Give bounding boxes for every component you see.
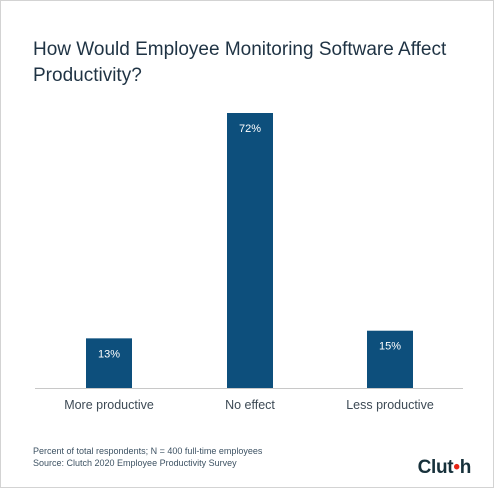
bar-less-productive — [367, 330, 413, 388]
clutch-logo: Clut•h — [417, 457, 472, 479]
data-label: 15% — [379, 341, 401, 353]
data-label: 72% — [239, 123, 261, 135]
logo-accent-dot: • — [453, 457, 460, 478]
bar-no-effect — [227, 113, 273, 388]
bar-more-productive — [86, 338, 132, 388]
footer-source: Source: Clutch 2020 Employee Productivit… — [33, 458, 237, 468]
chart-title: How Would Employee Monitoring Software A… — [33, 39, 447, 86]
category-label: More productive — [64, 398, 154, 412]
data-label: 13% — [98, 348, 120, 360]
category-label: No effect — [225, 398, 275, 412]
logo-text-end: h — [459, 457, 472, 478]
footer-note: Percent of total respondents; N = 400 fu… — [33, 446, 263, 456]
category-label: Less productive — [346, 398, 434, 412]
logo-text: Clut — [417, 457, 454, 478]
chart-footer: Percent of total respondents; N = 400 fu… — [33, 445, 262, 469]
